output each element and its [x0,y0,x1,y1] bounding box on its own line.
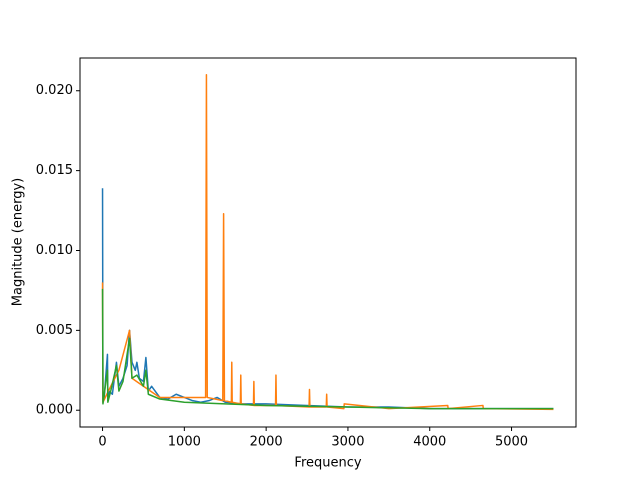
x-tick-label: 3000 [331,435,364,450]
spectrum-line [101,188,554,410]
y-tick-label: 0.000 [36,403,73,418]
x-tick-label: 2000 [250,435,283,450]
y-tick-label: 0.005 [36,323,73,338]
plot-frame [79,57,577,428]
y-tick-label: 0.020 [36,83,73,98]
y-tick-label: 0.015 [36,163,73,178]
y-tick-label: 0.010 [36,243,73,258]
x-tick-label: 4000 [413,435,446,450]
y-axis-label: Magnitude (energy) [11,178,26,306]
x-tick-label: 5000 [495,435,528,450]
x-tick-label: 1000 [168,435,201,450]
x-axis-label: Frequency [294,456,361,471]
x-tick-label: 0 [98,435,106,450]
spectrum-line [101,288,554,410]
